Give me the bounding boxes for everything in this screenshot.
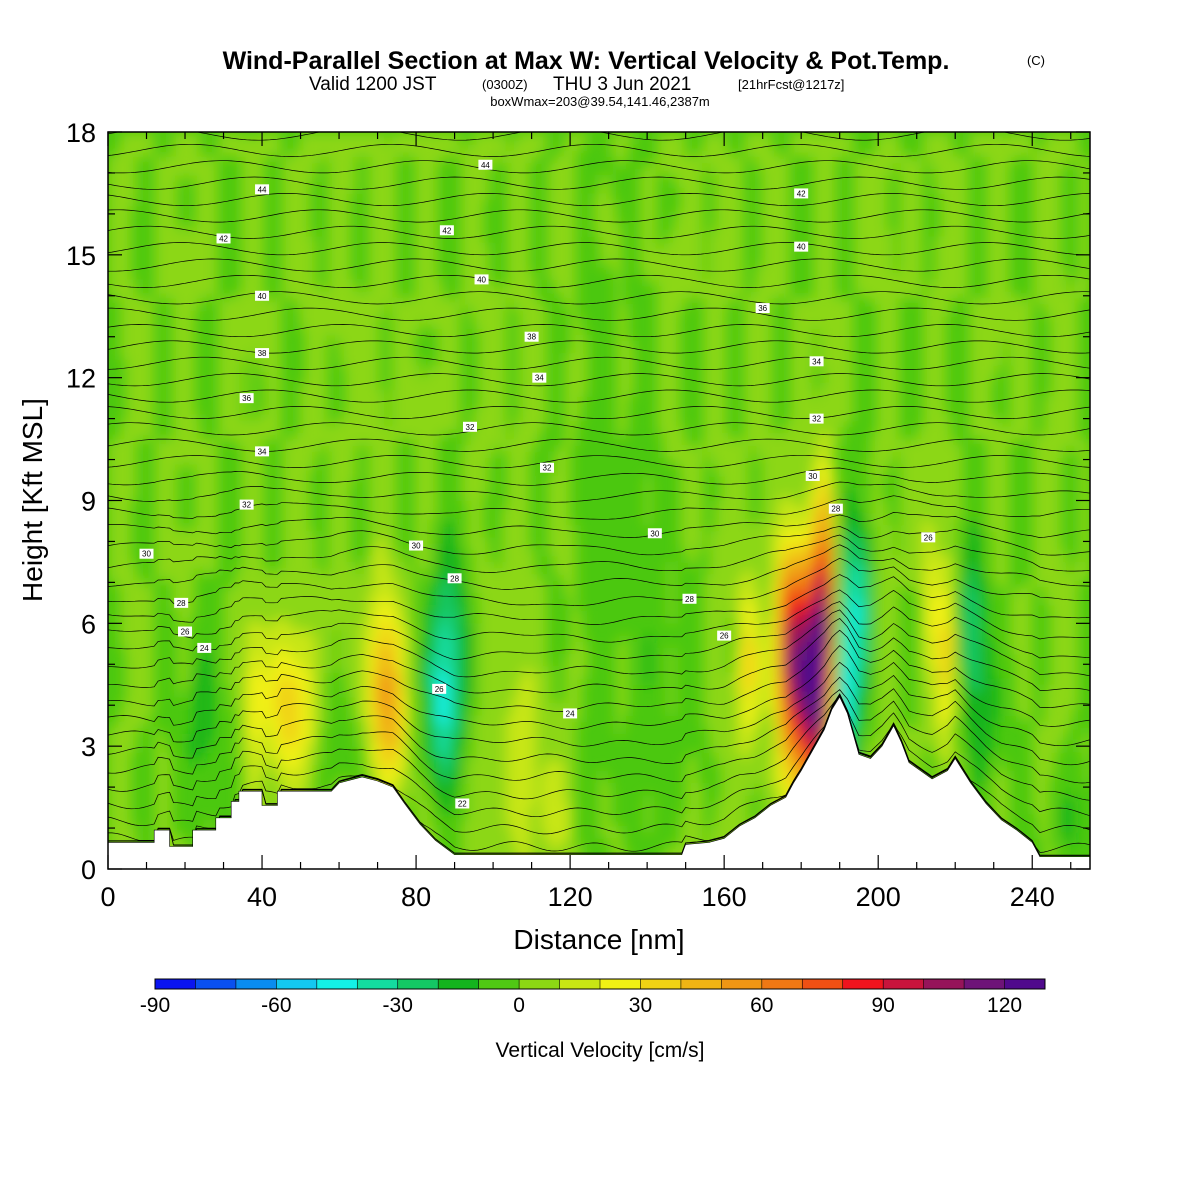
colorbar: -90 -60 -30 0 30 60 90 120 [140, 978, 1046, 1017]
theta-label: 28 [682, 593, 697, 604]
theta-label: 32 [462, 421, 477, 432]
colorbar-tick-label: -60 [261, 994, 291, 1017]
colorbar-bin [316, 979, 358, 989]
theta-label: 26 [432, 683, 447, 694]
theta-contours [108, 132, 1090, 856]
colorbar-tick-label: 60 [750, 994, 773, 1017]
valid-line: Valid 1200 JST (0300Z) THU 3 Jun 2021 [2… [309, 74, 844, 95]
colorbar-tick-label: 90 [872, 994, 895, 1017]
valid-fcst: [21hrFcst@1217z] [738, 77, 844, 92]
colorbar-bin [155, 979, 196, 989]
colorbar-tick-label: -90 [140, 994, 170, 1017]
theta-label: 30 [409, 540, 424, 551]
theta-label: 40 [794, 241, 809, 252]
x-tick-label: 160 [702, 882, 747, 912]
y-tick-label: 12 [66, 364, 96, 394]
theta-label: 44 [478, 159, 493, 170]
y-axis-label: Height [Kft MSL] [17, 398, 48, 602]
colorbar-bin [640, 979, 682, 989]
theta-label: 32 [239, 499, 254, 510]
colorbar-bin [195, 979, 237, 989]
theta-label: 38 [255, 348, 270, 359]
theta-label: 30 [139, 548, 154, 559]
theta-label: 26 [717, 630, 732, 641]
x-tick-label: 80 [401, 882, 431, 912]
terrain [108, 696, 1090, 869]
theta-label: 44 [255, 184, 270, 195]
theta-label: 34 [532, 372, 547, 383]
colorbar-bin [600, 979, 641, 989]
colorbar-bin [964, 979, 1005, 989]
x-tick-label: 240 [1010, 882, 1055, 912]
colorbar-bin [721, 979, 763, 989]
y-tick-label: 18 [66, 118, 96, 148]
colorbar-bin [438, 979, 479, 989]
theta-label: 32 [540, 462, 555, 473]
colorbar-tick-label: 0 [513, 994, 525, 1017]
theta-label: 22 [455, 798, 470, 809]
theta-label: 28 [174, 597, 189, 608]
colorbar-bin [397, 979, 439, 989]
valid-zulu: (0300Z) [482, 77, 528, 92]
x-axis-label: Distance [nm] [513, 924, 684, 955]
y-tick-label: 3 [81, 732, 96, 762]
colorbar-bin [478, 979, 520, 989]
colorbar-bin [680, 979, 722, 989]
theta-label: 38 [524, 331, 539, 342]
y-tick-label: 0 [81, 855, 96, 885]
valid-date: THU 3 Jun 2021 [553, 74, 691, 95]
theta-label: 24 [197, 642, 212, 653]
colorbar-bin [883, 979, 924, 989]
colorbar-bin [761, 979, 803, 989]
theta-label: 42 [794, 188, 809, 199]
colorbar-bin [519, 979, 560, 989]
theta-label: 40 [474, 274, 489, 285]
theta-label: 32 [809, 413, 824, 424]
colorbar-tick-label: 30 [629, 994, 652, 1017]
colorbar-tick-label: 120 [987, 994, 1022, 1017]
x-tick-label: 0 [100, 882, 115, 912]
x-tick-label: 200 [856, 882, 901, 912]
theta-label: 30 [647, 528, 662, 539]
theta-label: 34 [255, 446, 270, 457]
colorbar-bin [235, 979, 277, 989]
colorbar-bin [559, 979, 601, 989]
chart-title: Wind-Parallel Section at Max W: Vertical… [223, 47, 950, 75]
x-tick-label: 40 [247, 882, 277, 912]
theta-contour-labels: 44 44 42 42 42 40 40 40 38 38 36 36 34 34 34 32 32 32 32 30… [139, 159, 936, 809]
theta-label: 36 [239, 393, 254, 404]
theta-label: 42 [216, 233, 231, 244]
theta-label: 42 [439, 225, 454, 236]
y-tick-label: 6 [81, 609, 96, 639]
y-tick-label: 15 [66, 241, 96, 271]
title-mark: (C) [1027, 53, 1045, 68]
theta-label: 28 [828, 503, 843, 514]
box-info: boxWmax=203@39.54,141.46,2387m [490, 94, 710, 109]
theta-label: 40 [255, 290, 270, 301]
theta-label: 34 [809, 356, 824, 367]
x-axis: 0 40 80 120 160 200 240 [100, 132, 1072, 912]
y-tick-label: 9 [81, 487, 96, 517]
theta-label: 30 [805, 470, 820, 481]
valid-main: Valid 1200 JST [309, 74, 437, 95]
colorbar-bin [1004, 979, 1046, 989]
colorbar-bin [276, 979, 318, 989]
colorbar-bin [842, 979, 884, 989]
colorbar-bin [802, 979, 844, 989]
theta-label: 28 [447, 573, 462, 584]
colorbar-bin [923, 979, 965, 989]
colorbar-tick-label: -30 [383, 994, 413, 1017]
theta-label: 24 [563, 708, 578, 719]
theta-label: 26 [178, 626, 193, 637]
x-tick-label: 120 [548, 882, 593, 912]
theta-label: 26 [921, 532, 936, 543]
theta-label: 36 [755, 303, 770, 314]
colorbar-title: Vertical Velocity [cm/s] [496, 1039, 705, 1062]
colorbar-bin [357, 979, 399, 989]
